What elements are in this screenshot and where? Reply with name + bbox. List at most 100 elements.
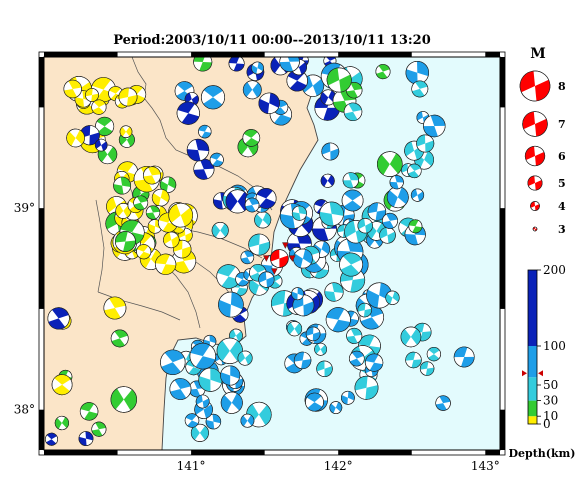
event-mechanism (118, 87, 138, 107)
event-mechanism (163, 231, 180, 249)
latitude-tick-label: 39° (14, 201, 35, 215)
frame-segment (485, 450, 500, 455)
magnitude-legend-header: M (530, 46, 546, 62)
latitude-tick-label: 38° (14, 403, 35, 417)
event-mechanism (324, 282, 344, 302)
event-mechanism (426, 347, 441, 362)
frame-segment (500, 57, 505, 108)
map-frame (38, 51, 506, 456)
depth-color-band (528, 377, 537, 401)
event-mechanism (326, 67, 352, 93)
event-mechanism (47, 307, 70, 330)
event-mechanism (169, 378, 192, 400)
event-mechanism (66, 128, 85, 148)
event-mechanism (254, 211, 272, 229)
event-mechanism (115, 231, 136, 252)
event-mechanism (407, 163, 422, 179)
depth-color-band (528, 346, 537, 378)
event-mechanism (365, 353, 384, 372)
event-mechanism (133, 195, 149, 211)
event-mechanism (189, 342, 217, 370)
frame-segment (500, 409, 505, 450)
magnitude-legend-label: 7 (558, 118, 566, 131)
event-mechanism (279, 57, 300, 72)
event-mechanism (195, 394, 210, 409)
frame-segment (39, 57, 44, 108)
magnitude-legend-label: 5 (558, 177, 566, 190)
event-mechanism (339, 252, 364, 277)
event-mechanism (91, 421, 107, 437)
event-mechanism (184, 413, 200, 428)
event-mechanism (198, 124, 212, 139)
event-mechanism (258, 92, 280, 115)
magnitude-legend-label: 6 (558, 150, 566, 163)
event-mechanism (110, 386, 138, 413)
event-mechanism (79, 402, 99, 421)
frame-segment (44, 450, 118, 455)
event-mechanism (103, 296, 127, 320)
event-mechanism (95, 116, 115, 136)
event-mechanism (190, 423, 209, 442)
event-mechanism (85, 88, 99, 102)
event-mechanism (410, 188, 425, 202)
main-event-mechanism (263, 242, 296, 275)
event-mechanism (110, 329, 129, 348)
event-mechanism (366, 282, 393, 309)
frame-segment (338, 450, 412, 455)
event-mechanism (320, 173, 335, 188)
event-mechanism (386, 186, 409, 209)
event-mechanism (343, 102, 363, 122)
frame-segment (191, 52, 265, 57)
event-mechanism (382, 212, 398, 229)
event-mechanism (113, 176, 131, 195)
magnitude-legend-symbol (530, 201, 540, 211)
main-event-marker-icon (282, 242, 289, 249)
event-mechanism (348, 350, 365, 367)
event-mechanism (408, 219, 423, 234)
depth-color-band (528, 400, 537, 417)
depth-tick-label: 200 (543, 263, 566, 277)
event-mechanism (211, 222, 229, 239)
event-mechanism (357, 302, 372, 318)
event-mechanism (186, 138, 210, 162)
event-mechanism (385, 290, 400, 305)
frame-segment (39, 208, 44, 309)
magnitude-legend-label: 3 (558, 223, 566, 236)
magnitude-legend-symbol (522, 111, 548, 137)
event-mechanism (346, 327, 363, 344)
event-mechanism (255, 187, 277, 209)
event-mechanism (248, 233, 271, 256)
event-mechanism (136, 244, 152, 260)
event-mechanism (78, 431, 94, 447)
event-mechanism (405, 351, 422, 369)
event-mechanism (160, 349, 186, 375)
event-mechanism (51, 374, 73, 396)
depth-scale-frame (527, 269, 538, 425)
event-mechanism (314, 342, 328, 356)
frame-segment (44, 52, 118, 57)
magnitude-legend-symbol (532, 226, 538, 232)
event-mechanism (218, 291, 244, 318)
event-mechanism (423, 114, 446, 138)
event-mechanism (242, 129, 261, 147)
event-mechanism (354, 375, 379, 400)
longitude-tick-label: 142° (324, 459, 353, 473)
main-event-marker-icon (271, 268, 278, 275)
event-mechanism (329, 401, 343, 415)
event-mechanism (291, 287, 305, 301)
event-mechanism (319, 201, 344, 227)
event-mechanism (405, 60, 429, 85)
event-mechanism (228, 57, 245, 72)
event-mechanism (292, 248, 313, 269)
event-mechanism (176, 101, 200, 125)
depth-marker-icon (538, 370, 543, 377)
depth-tick-label: 0 (543, 417, 551, 431)
event-mechanism (341, 189, 364, 212)
event-mechanism (209, 152, 224, 167)
frame-segment (338, 52, 412, 57)
event-mechanism (342, 172, 359, 189)
event-mechanism (244, 197, 260, 213)
figure-title: Period:2003/10/11 00:00--2013/10/11 13:2… (113, 33, 431, 48)
